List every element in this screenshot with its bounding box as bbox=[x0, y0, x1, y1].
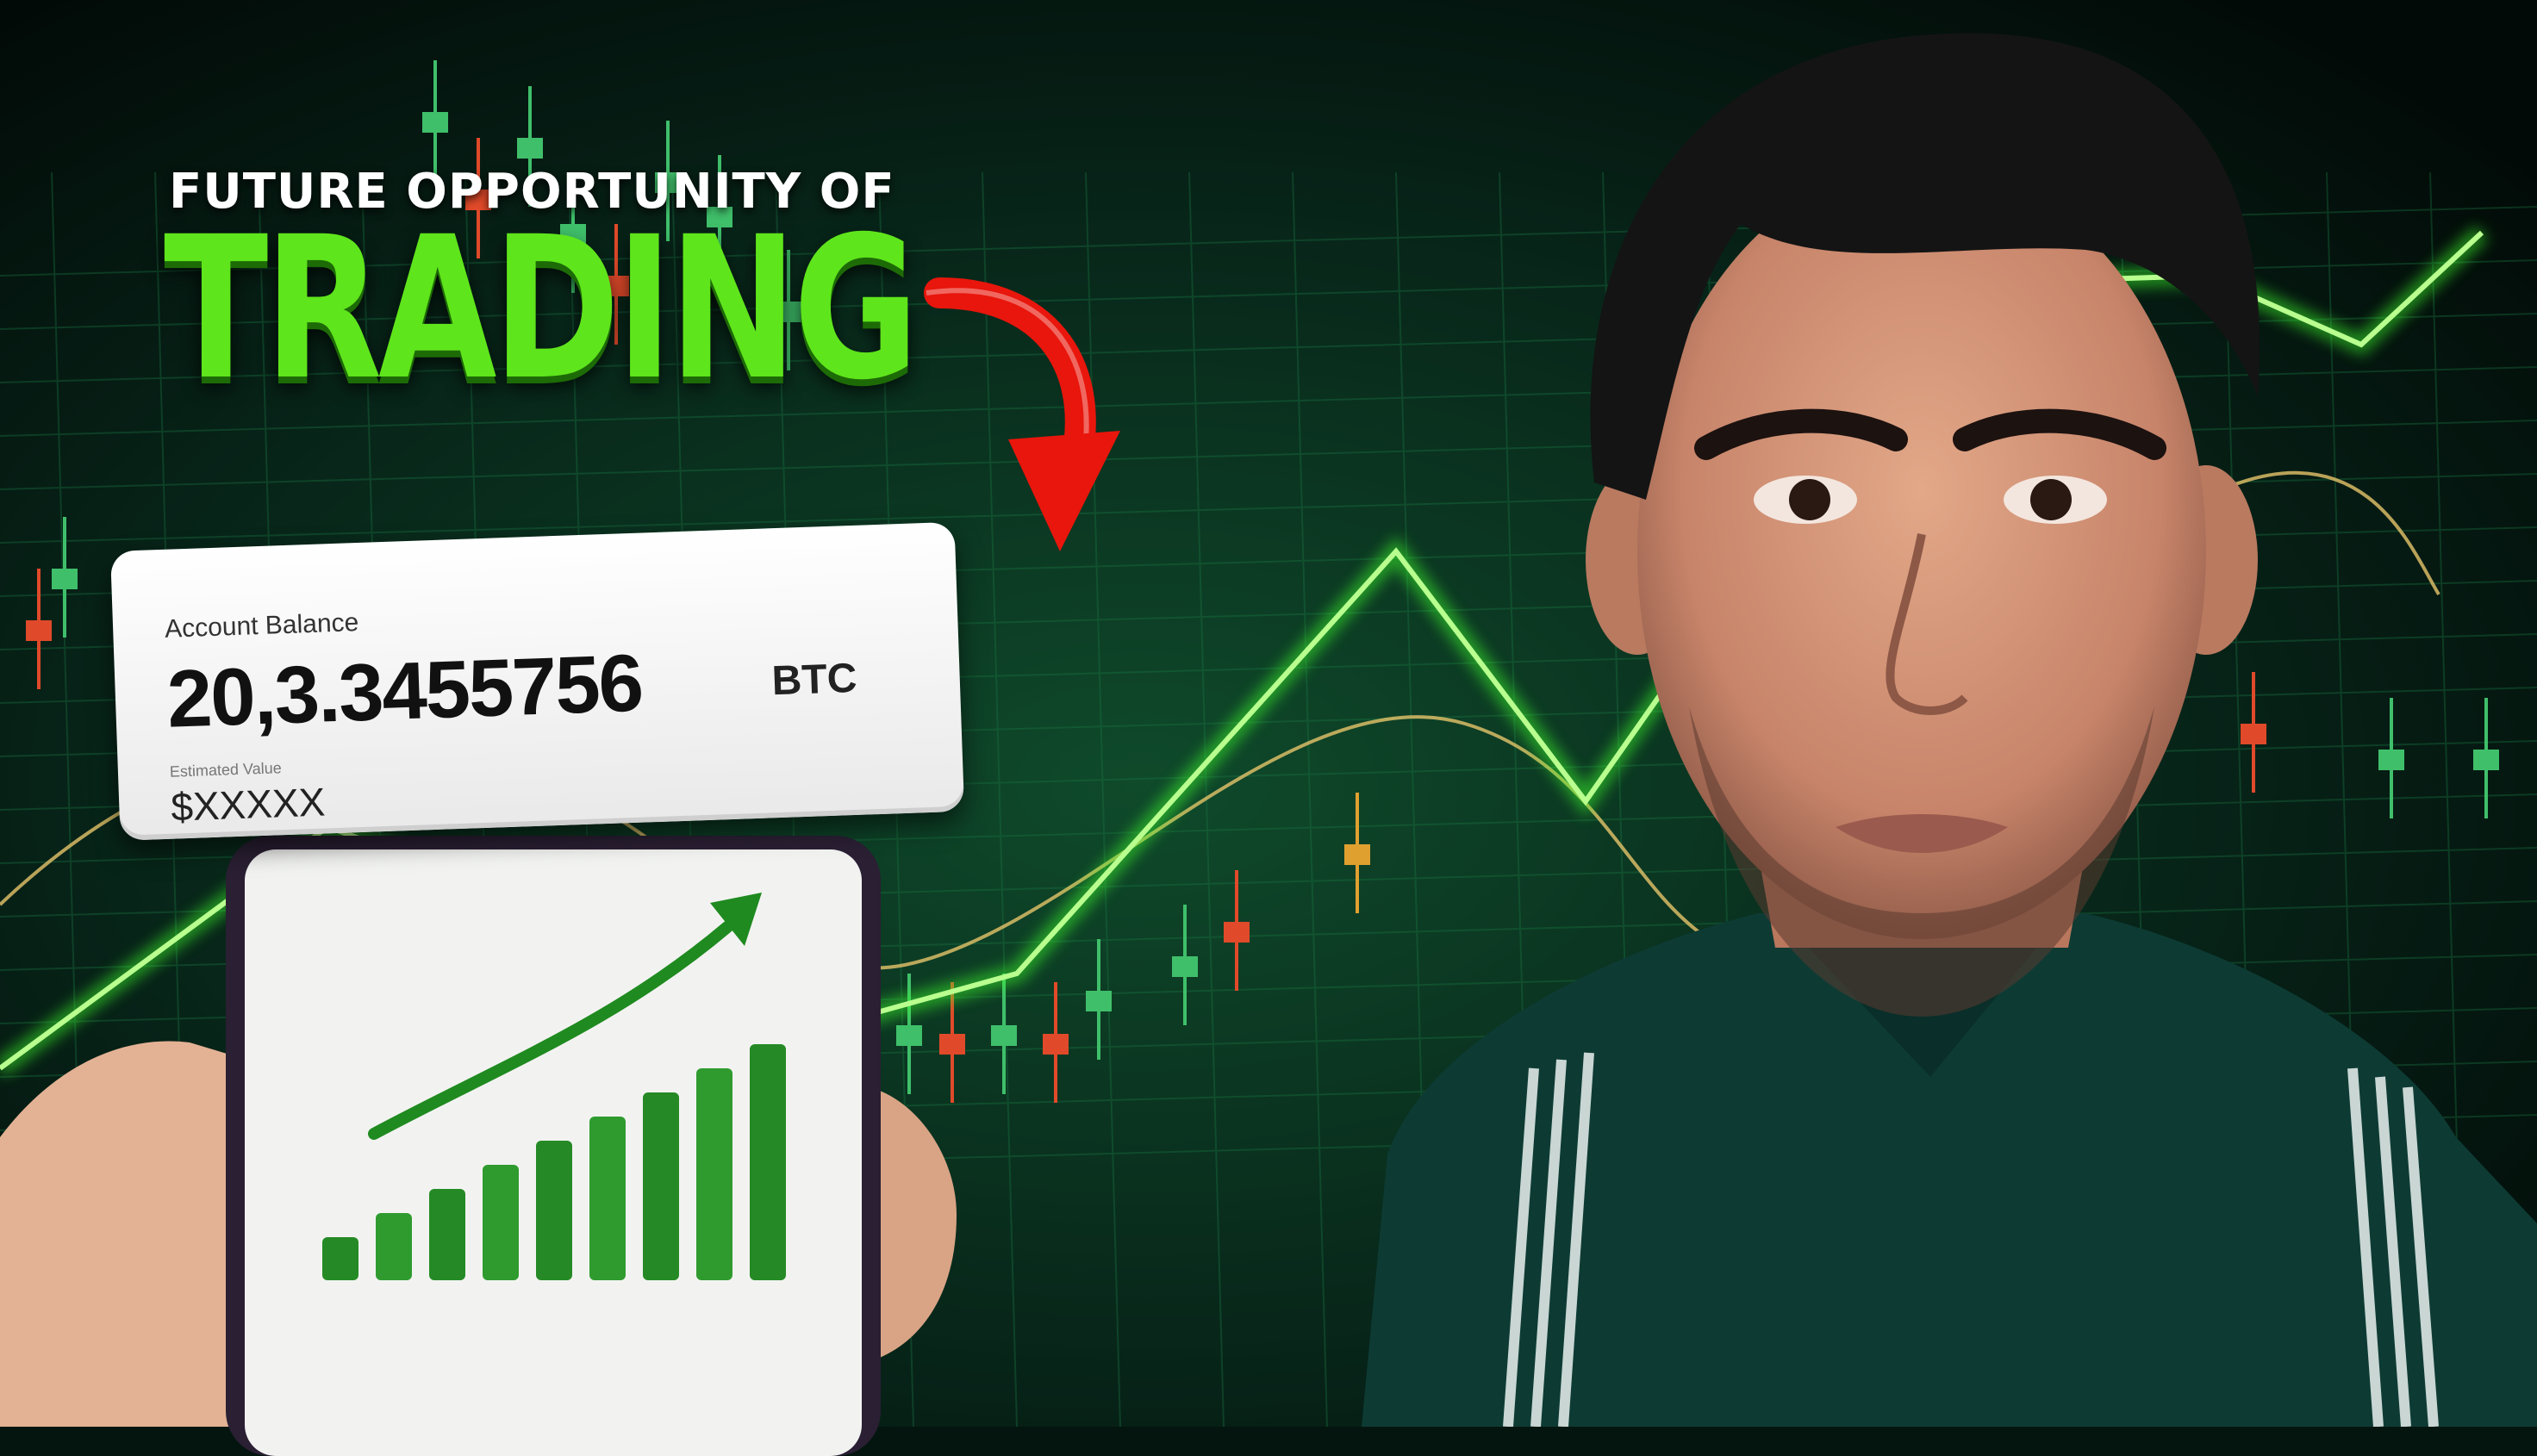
candlesticks bbox=[26, 60, 2499, 1103]
candle-body bbox=[896, 1025, 922, 1046]
candle-body bbox=[422, 112, 448, 133]
estimated-value: $XXXXX bbox=[170, 779, 327, 830]
candle-body bbox=[1172, 956, 1198, 977]
grid-line bbox=[1085, 171, 1121, 1427]
presenter-portrait bbox=[1362, 33, 2537, 1427]
candle-body bbox=[939, 1034, 965, 1055]
candle-body bbox=[517, 138, 543, 159]
candle-body bbox=[776, 302, 801, 322]
phone-screen bbox=[245, 849, 862, 1456]
estimated-value-label: Estimated Value bbox=[169, 759, 282, 781]
candle-body bbox=[52, 569, 78, 589]
growth-arrow-icon bbox=[368, 921, 733, 1140]
red-curved-arrow-icon bbox=[924, 277, 1120, 551]
candle-body bbox=[2473, 750, 2499, 770]
balance-unit: BTC bbox=[770, 655, 858, 705]
growth-bar bbox=[376, 1213, 412, 1280]
phone bbox=[226, 836, 881, 1456]
candle-body bbox=[1086, 991, 1112, 1011]
candle-body bbox=[2241, 724, 2266, 744]
account-balance-card: Account Balance 20,3.3455756 BTC Estimat… bbox=[110, 521, 965, 841]
candle-body bbox=[707, 207, 732, 227]
growth-bar bbox=[750, 1044, 786, 1280]
growth-bar bbox=[536, 1141, 572, 1280]
candle-body bbox=[1344, 844, 1370, 865]
candle-body bbox=[1043, 1034, 1069, 1055]
candle-body bbox=[560, 224, 586, 245]
candle-body bbox=[603, 276, 629, 296]
balance-label: Account Balance bbox=[164, 608, 359, 644]
growth-bar-chart bbox=[322, 893, 786, 1280]
headline-title: TRADING bbox=[164, 194, 919, 423]
growth-bar bbox=[696, 1068, 732, 1280]
candle-body bbox=[1224, 922, 1250, 943]
candle-body bbox=[991, 1025, 1017, 1046]
grid-line bbox=[1292, 171, 1328, 1427]
growth-bar bbox=[322, 1237, 358, 1280]
headline-subtitle: FUTURE OPPORTUNITY OF bbox=[169, 164, 895, 220]
candle-body bbox=[26, 620, 52, 641]
candle-body bbox=[2378, 750, 2404, 770]
balance-value: 20,3.3455756 bbox=[165, 637, 644, 744]
growth-bar bbox=[483, 1165, 519, 1280]
candle-body bbox=[465, 190, 491, 210]
growth-bar bbox=[643, 1092, 679, 1280]
candle-body bbox=[655, 172, 681, 193]
grid-line bbox=[982, 171, 1018, 1427]
growth-bar bbox=[429, 1189, 465, 1280]
growth-bar bbox=[589, 1117, 626, 1280]
hand bbox=[0, 1041, 957, 1427]
